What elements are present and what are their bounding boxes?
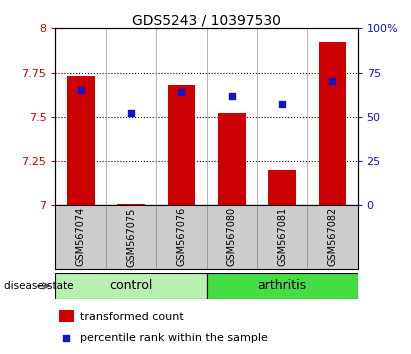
Point xyxy=(279,102,285,107)
Text: arthritis: arthritis xyxy=(257,279,307,292)
Bar xyxy=(319,42,346,205)
FancyBboxPatch shape xyxy=(55,273,206,299)
Text: GSM567080: GSM567080 xyxy=(227,207,237,266)
Bar xyxy=(67,76,95,205)
Point xyxy=(178,89,185,95)
Point xyxy=(128,110,134,116)
Bar xyxy=(168,85,195,205)
Bar xyxy=(117,204,145,205)
FancyBboxPatch shape xyxy=(206,273,358,299)
Text: GSM567074: GSM567074 xyxy=(76,207,85,267)
Text: transformed count: transformed count xyxy=(80,312,183,322)
Text: GSM567076: GSM567076 xyxy=(176,207,186,267)
Text: GSM567075: GSM567075 xyxy=(126,207,136,267)
Point xyxy=(229,93,235,98)
Text: GSM567081: GSM567081 xyxy=(277,207,287,266)
Bar xyxy=(218,113,245,205)
Point xyxy=(77,87,84,93)
Bar xyxy=(268,170,296,205)
Text: control: control xyxy=(109,279,153,292)
Text: GSM567082: GSM567082 xyxy=(328,207,337,267)
Text: percentile rank within the sample: percentile rank within the sample xyxy=(80,332,268,343)
Bar xyxy=(58,310,74,322)
Text: disease state: disease state xyxy=(4,281,74,291)
Point xyxy=(63,335,69,341)
Point xyxy=(329,79,336,84)
Title: GDS5243 / 10397530: GDS5243 / 10397530 xyxy=(132,13,281,27)
